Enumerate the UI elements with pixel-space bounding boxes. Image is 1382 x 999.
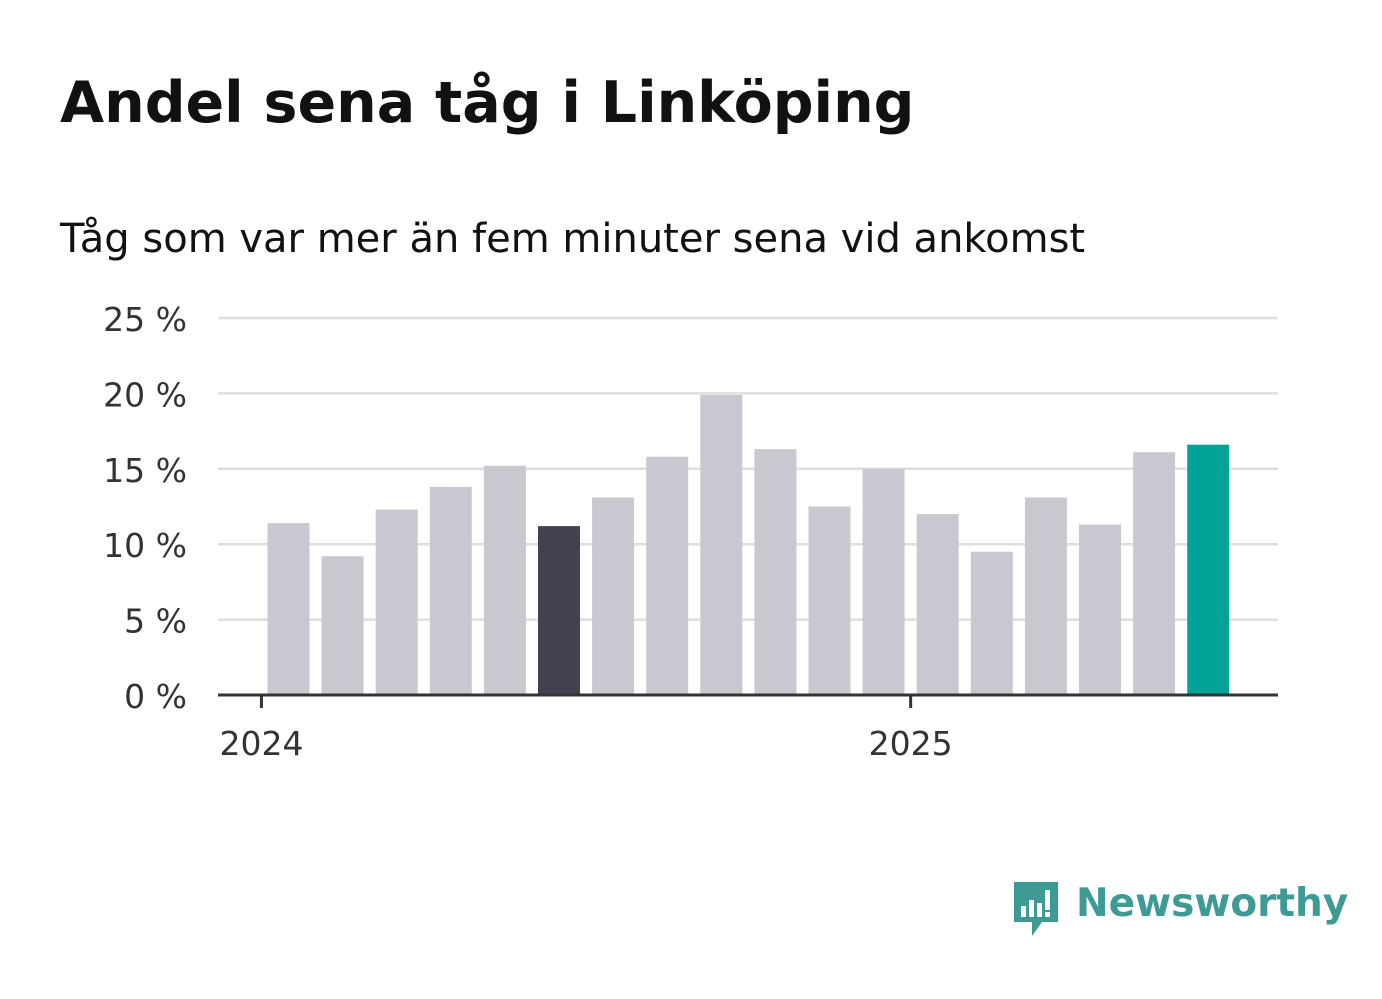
axes [218, 693, 1278, 708]
y-tick-label: 0 % [124, 677, 187, 716]
bar [700, 394, 743, 695]
bar [970, 551, 1013, 695]
y-tick-label: 5 % [124, 602, 187, 641]
x-tick-label: 2024 [219, 724, 303, 763]
y-tick-label: 25 % [103, 300, 187, 339]
y-tick-label: 10 % [103, 526, 187, 565]
bar [1187, 444, 1230, 695]
x-tick-label: 2025 [869, 724, 953, 763]
bar [862, 468, 905, 695]
newsworthy-brand: Newsworthy [1010, 878, 1348, 940]
bar [483, 465, 526, 695]
bar [375, 509, 418, 695]
bars [267, 394, 1230, 695]
brand-name: Newsworthy [1076, 881, 1349, 926]
bar [754, 449, 797, 695]
bar [1079, 524, 1121, 695]
bar [429, 486, 472, 695]
bar [321, 556, 364, 695]
y-tick-label: 20 % [103, 375, 187, 414]
bar [1133, 452, 1176, 695]
bar [1024, 497, 1067, 695]
bar [808, 506, 851, 695]
bar [538, 526, 580, 695]
bar-chart-speech-bubble-icon [1014, 882, 1058, 936]
y-tick-label: 15 % [103, 451, 187, 490]
bar [646, 456, 689, 695]
chart-subtitle: Tåg som var mer än fem minuter sena vid … [60, 216, 1086, 262]
bar [592, 497, 635, 695]
bar [267, 523, 310, 695]
bar [916, 514, 959, 695]
tick-labels: 0 % 5 % 10 % 15 % 20 % 25 % 2024 2025 [103, 300, 952, 763]
chart-title: Andel sena tåg i Linköping [60, 70, 915, 136]
